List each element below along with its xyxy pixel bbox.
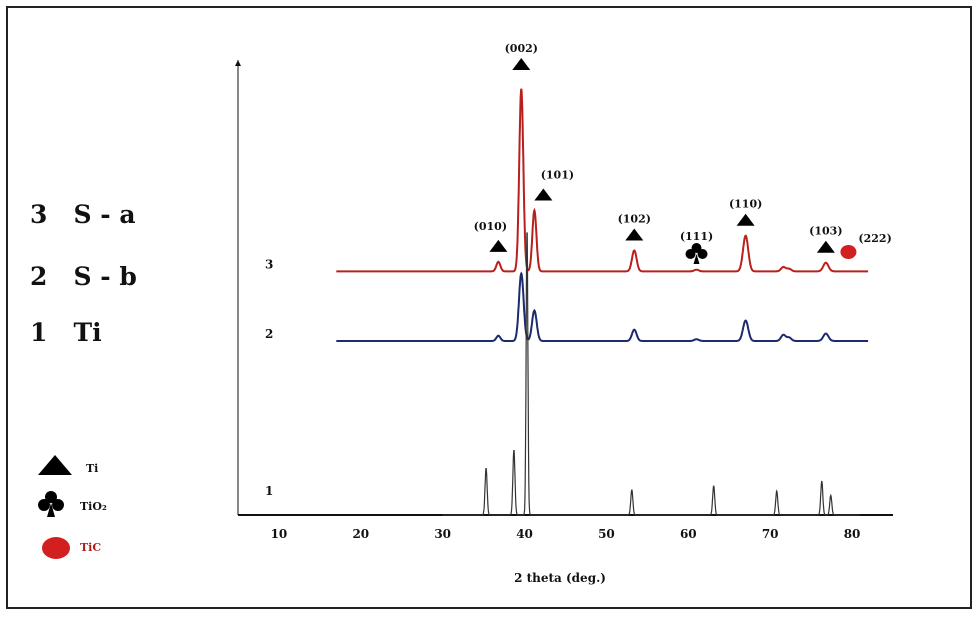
series-1-label: 1 bbox=[265, 484, 273, 498]
annotation-101: (101) bbox=[534, 169, 574, 201]
series-2-line bbox=[336, 271, 869, 342]
annotation-002: (002) bbox=[505, 42, 538, 70]
annotation-103: (103) bbox=[809, 225, 843, 253]
triangle-icon bbox=[489, 239, 508, 252]
legend-triangle-icon bbox=[38, 455, 72, 475]
sample-label-1: 1 Ti bbox=[30, 318, 102, 347]
legend-tic-label: TiC bbox=[80, 541, 102, 554]
x-axis-label: 2 theta (deg.) bbox=[514, 571, 606, 585]
annotation-label: (222) bbox=[858, 232, 891, 245]
x-tick-label-70: 70 bbox=[762, 527, 779, 541]
annotations-group: (002) (101) (010) (102) (111) (110) (103) (222) bbox=[474, 42, 892, 264]
sample-label-3: 3 S - a bbox=[30, 200, 136, 229]
annotation-label: (110) bbox=[729, 198, 762, 211]
x-tick-label-80: 80 bbox=[844, 527, 861, 541]
annotation-label: (002) bbox=[505, 42, 538, 55]
triangle-icon bbox=[816, 240, 835, 253]
triangle-icon bbox=[534, 188, 553, 201]
triangle-icon bbox=[736, 213, 755, 226]
triangle-icon bbox=[625, 228, 644, 241]
legend-circle-icon bbox=[42, 537, 70, 559]
annotation-111: (111) bbox=[680, 230, 713, 264]
annotation-label: (111) bbox=[680, 230, 713, 243]
series-3-line bbox=[336, 88, 869, 273]
axes: 10 20 30 40 50 60 70 80 bbox=[235, 60, 893, 541]
legend-club-icon bbox=[38, 491, 64, 517]
club-icon-part bbox=[697, 249, 708, 259]
annotation-label: (010) bbox=[474, 220, 507, 233]
club-icon-stem bbox=[693, 254, 700, 264]
series-1-line bbox=[442, 232, 860, 516]
x-tick-label-30: 30 bbox=[434, 527, 451, 541]
figure-frame bbox=[6, 6, 972, 609]
x-tick-label-20: 20 bbox=[352, 527, 369, 541]
annotation-label: (103) bbox=[809, 225, 842, 238]
legend-ti-label: Ti bbox=[86, 462, 99, 475]
circle-icon bbox=[840, 245, 857, 259]
series-group: 3 2 1 bbox=[265, 88, 869, 516]
legend-tio2-label: TiO₂ bbox=[80, 500, 107, 513]
x-tick-label-50: 50 bbox=[598, 527, 615, 541]
annotation-222: (222) bbox=[840, 232, 892, 259]
x-tick-label-60: 60 bbox=[680, 527, 697, 541]
triangle-icon bbox=[512, 58, 531, 70]
x-tick-label-40: 40 bbox=[516, 527, 533, 541]
series-3-label: 3 bbox=[265, 257, 273, 271]
series-2-label: 2 bbox=[265, 327, 273, 341]
annotation-102: (102) bbox=[618, 213, 651, 241]
x-tick-label-10: 10 bbox=[271, 527, 288, 541]
annotation-010: (010) bbox=[474, 220, 508, 252]
annotation-label: (102) bbox=[618, 213, 651, 226]
sample-label-2: 2 S - b bbox=[30, 262, 137, 291]
annotation-110: (110) bbox=[729, 198, 762, 226]
annotation-label: (101) bbox=[541, 169, 574, 182]
y-axis-arrow-icon bbox=[235, 60, 241, 66]
club-icon-part bbox=[685, 249, 696, 259]
